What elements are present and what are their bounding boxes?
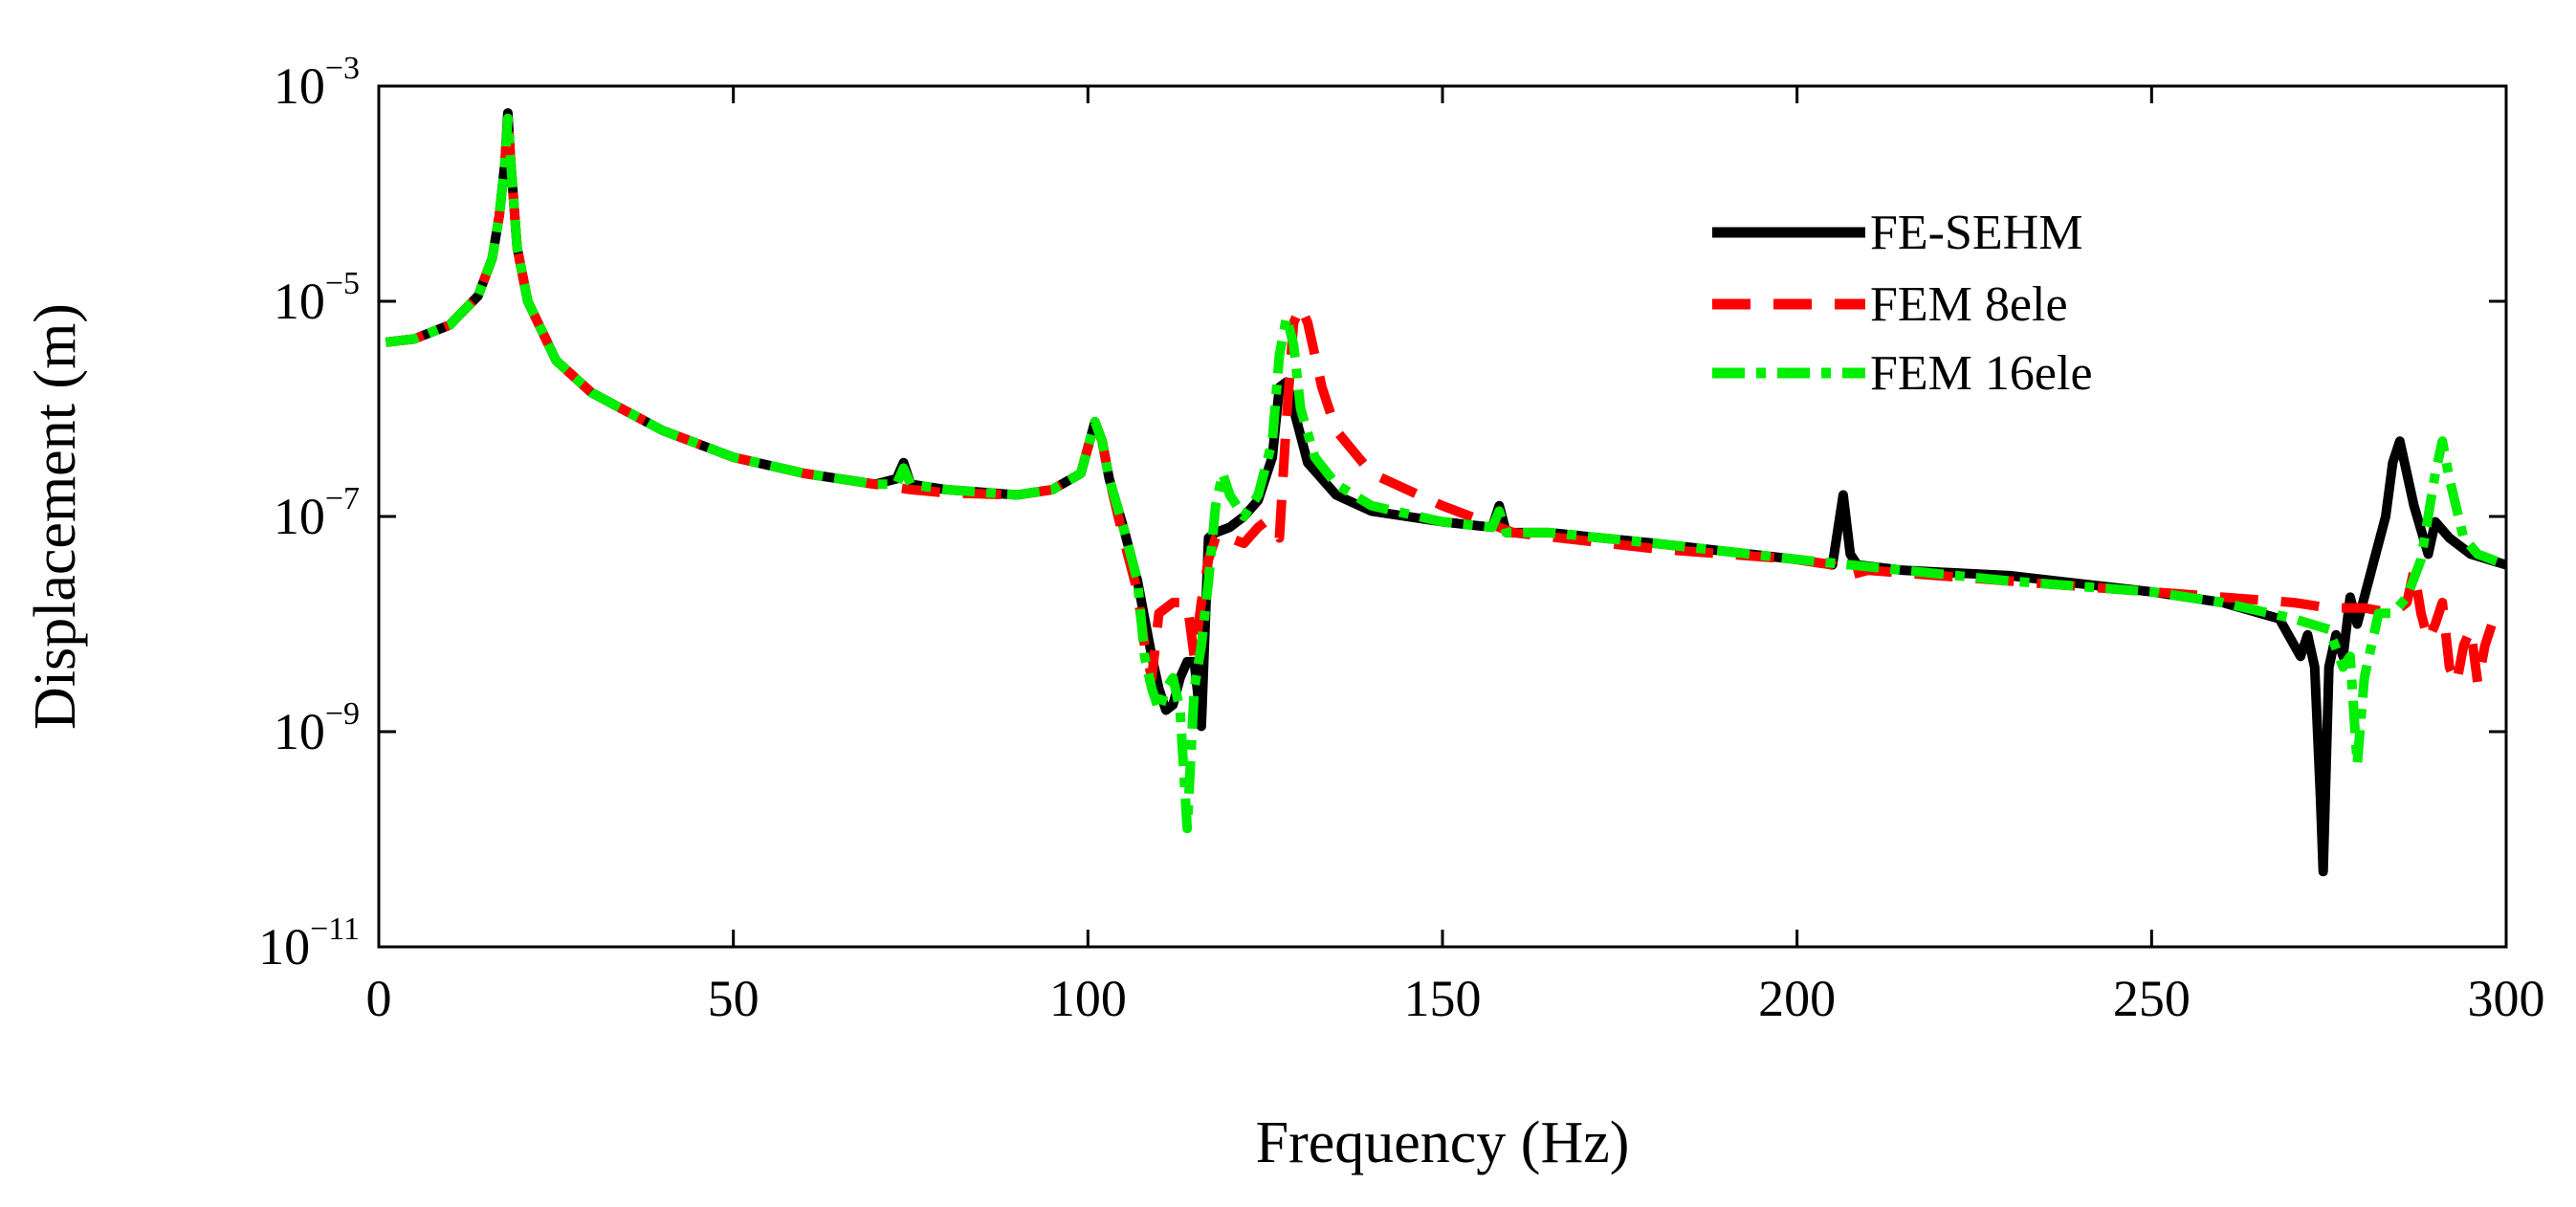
y-axis-title: Displacement (m) <box>23 303 88 730</box>
x-axis: 0 50 100 150 200 250 300 <box>366 86 2545 1027</box>
legend: FE-SEHM FEM 8ele FEM 16ele <box>1712 206 2093 401</box>
legend-label-fem-16ele: FEM 16ele <box>1870 346 2093 401</box>
y-tick-label: 10−11 <box>258 911 360 976</box>
x-axis-title: Frequency (Hz) <box>1256 1110 1630 1175</box>
x-tick-label: 50 <box>708 970 760 1027</box>
x-tick-label: 300 <box>2468 970 2545 1027</box>
x-tick-label: 150 <box>1404 970 1482 1027</box>
y-tick-label: 10−7 <box>274 481 360 545</box>
y-axis: 10−3 10−5 10−7 10−9 10−11 <box>258 51 2506 976</box>
series-group <box>385 108 2506 877</box>
x-tick-label: 100 <box>1049 970 1127 1027</box>
y-tick-label: 10−3 <box>274 51 360 115</box>
series-line-fem-8ele <box>385 111 2506 689</box>
y-tick-label: 10−9 <box>274 696 360 760</box>
series-line-fem-16ele <box>385 113 2506 834</box>
y-tick-label: 10−5 <box>274 266 360 330</box>
x-tick-label: 0 <box>366 970 392 1027</box>
legend-label-fem-8ele: FEM 8ele <box>1870 277 2068 332</box>
x-tick-label: 200 <box>1758 970 1836 1027</box>
x-tick-label: 250 <box>2113 970 2191 1027</box>
legend-label-fe-sehm: FE-SEHM <box>1870 206 2082 260</box>
